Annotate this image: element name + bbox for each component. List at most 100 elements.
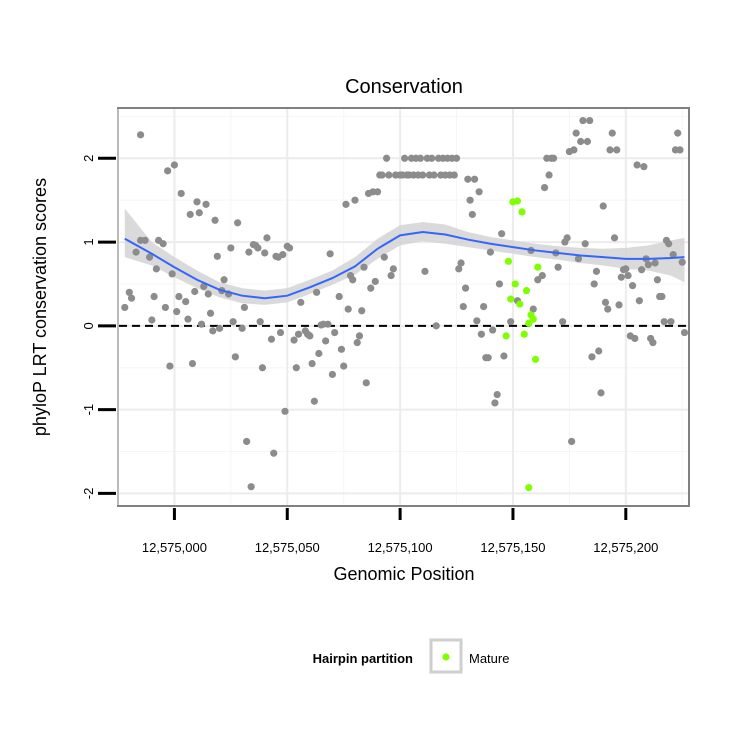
data-point	[331, 328, 339, 337]
data-point	[484, 354, 492, 362]
data-point	[572, 129, 580, 137]
data-point	[188, 359, 197, 368]
data-point	[385, 171, 393, 179]
data-point-mature	[518, 208, 526, 216]
data-point	[579, 116, 587, 125]
data-point	[489, 326, 497, 334]
y-axis-title: phyloP LRT conservation scores	[30, 178, 50, 436]
data-point	[378, 171, 386, 179]
data-point	[238, 324, 246, 332]
data-point	[247, 483, 255, 491]
data-point-mature	[531, 355, 540, 363]
y-tick-label: 2	[81, 155, 96, 162]
y-axis: -2 -1 0 1 2	[81, 155, 116, 500]
confidence-band	[124, 208, 685, 305]
data-point	[161, 303, 169, 312]
data-point-mature	[502, 332, 510, 340]
data-point	[164, 167, 172, 175]
data-point	[353, 339, 361, 347]
data-point	[360, 263, 368, 271]
data-point	[342, 200, 350, 208]
data-point	[184, 315, 192, 323]
data-point	[294, 330, 303, 338]
data-point	[540, 184, 549, 192]
data-point	[581, 240, 589, 248]
data-point	[635, 297, 643, 305]
data-point	[166, 362, 174, 370]
legend-title: Hairpin partition	[313, 651, 413, 666]
data-point	[335, 292, 343, 301]
data-point	[649, 339, 657, 347]
data-point	[127, 294, 136, 302]
data-point	[279, 251, 287, 259]
data-point-mature	[525, 319, 533, 327]
data-point	[538, 271, 546, 280]
data-point	[401, 154, 409, 162]
data-point	[563, 234, 571, 242]
data-point	[473, 317, 481, 325]
data-point	[145, 253, 154, 261]
data-point	[606, 146, 614, 154]
data-point	[173, 308, 181, 316]
data-point	[261, 249, 269, 257]
legend-label-mature: Mature	[469, 651, 509, 666]
data-point	[308, 359, 316, 368]
data-point	[450, 171, 458, 179]
data-point	[452, 154, 461, 162]
data-point-mature	[534, 263, 542, 271]
plot-panel	[117, 107, 690, 507]
data-point	[568, 437, 576, 446]
data-point	[285, 244, 294, 252]
legend-key-box	[429, 638, 463, 674]
grid-minor	[117, 109, 688, 505]
data-point	[197, 320, 206, 328]
data-point-mature	[520, 330, 528, 338]
data-point-mature	[516, 300, 524, 308]
data-point	[586, 116, 594, 125]
data-point	[306, 332, 314, 340]
data-point	[498, 230, 506, 238]
data-point	[358, 307, 366, 315]
y-tick-label: -2	[81, 488, 96, 500]
confidence-band-area	[124, 208, 685, 305]
data-point-mature	[513, 197, 522, 205]
data-point	[132, 248, 140, 256]
data-point	[597, 389, 605, 397]
data-point	[601, 298, 610, 306]
data-point	[421, 267, 429, 275]
data-point	[355, 332, 364, 340]
chart-title: Conservation	[345, 76, 463, 98]
data-point	[175, 292, 183, 301]
data-point	[430, 171, 438, 179]
smooth-line	[124, 230, 685, 300]
data-point	[231, 353, 239, 361]
data-point	[380, 253, 388, 261]
y-tick-label: 0	[81, 322, 96, 329]
data-point	[245, 248, 253, 256]
data-point-mature	[522, 287, 531, 295]
data-point	[615, 301, 623, 309]
data-point	[419, 171, 427, 179]
data-point	[529, 305, 537, 313]
data-point	[152, 265, 160, 273]
data-point	[491, 399, 499, 407]
data-point	[595, 347, 603, 355]
data-point	[669, 251, 677, 259]
smooth-trend	[124, 230, 685, 300]
data-point-mature	[529, 315, 537, 323]
data-point	[631, 334, 639, 343]
data-point	[344, 305, 352, 313]
data-point-mature	[504, 257, 513, 265]
data-point	[507, 318, 515, 326]
x-tick-label: 12,575,100	[368, 540, 433, 555]
data-point	[461, 284, 470, 292]
data-point	[177, 189, 185, 198]
data-point	[660, 318, 668, 326]
data-point	[195, 209, 203, 217]
data-point	[665, 240, 673, 248]
data-point	[227, 244, 235, 252]
data-point	[125, 288, 133, 296]
data-point	[468, 210, 476, 219]
data-point	[240, 303, 248, 312]
